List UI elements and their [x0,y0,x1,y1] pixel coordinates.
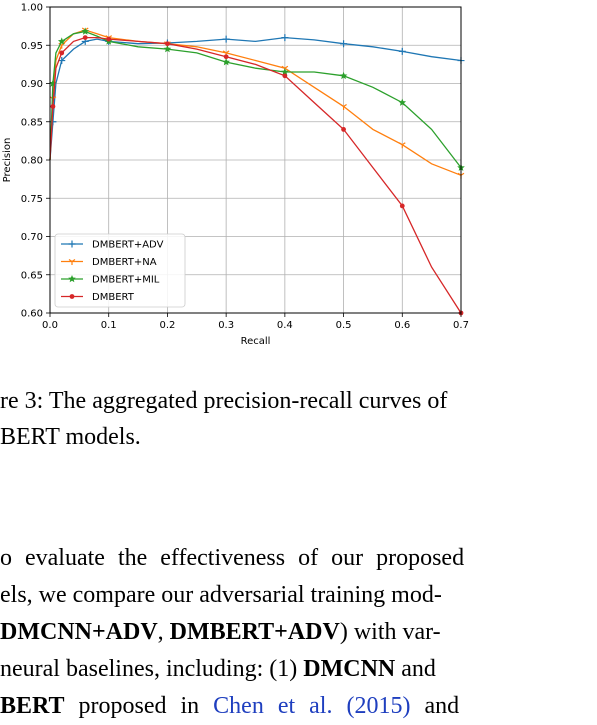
paragraph-line-1: o evaluate the effectiveness of our prop… [0,545,465,571]
model-name-dmcnn-adv: DMCNN+ADV [0,619,158,645]
paragraph-line-5: BERT proposed in Chen et al. (2015) and [0,688,459,725]
data-point [399,203,405,209]
data-point [49,118,57,126]
paragraph-line-4: neural baselines, including: (1) DMCNN a… [0,651,436,688]
data-point [81,27,90,35]
data-point [340,103,347,110]
legend-label: DMBERT+MIL [92,275,160,286]
text-fragment: and [395,656,436,682]
x-axis-label: Recall [241,336,271,347]
data-point [341,126,346,132]
caption-line-1: re 3: The aggregated precision-recall cu… [0,388,448,414]
data-point [106,36,112,42]
legend-marker [68,259,76,265]
data-point [163,45,172,53]
legend-marker [69,294,75,299]
series-line [49,36,462,161]
data-point [398,47,406,55]
data-point [398,98,407,106]
x-tick-label: 0.5 [336,320,352,331]
x-tick-label: 0.6 [394,320,410,331]
y-tick-label: 0.65 [21,270,43,281]
x-tick-label: 0.0 [42,320,58,331]
model-name-dmbert: BERT [0,693,65,719]
series-line [49,36,462,314]
text-fragment: ) with var- [339,619,441,645]
data-point [340,40,348,48]
data-point [57,37,66,45]
legend-item: DMBERT [61,292,135,303]
x-tick-label: 0.7 [453,320,469,331]
legend: DMBERT+ADV DMBERT+NA DMBERT+MIL DMBERT [54,233,186,308]
data-point [282,73,288,79]
ticks: 0.0 0.1 0.2 0.3 0.4 0.5 0.6 0.7 0.60 0.65 0.70 0.75… [21,3,469,332]
data-point [59,50,65,56]
data-point [398,142,406,149]
data-point [222,35,230,43]
data-point [50,104,56,109]
series-layer [49,27,465,316]
x-tick-label: 0.3 [218,320,234,331]
x-tick-label: 0.1 [101,320,117,331]
text-separator: , [157,619,170,645]
text-fragment: and [410,693,460,719]
y-axis-label: Precision [2,138,13,183]
y-tick-label: 1.00 [21,3,43,14]
data-point [281,34,289,42]
pr-curve-chart: 0.0 0.1 0.2 0.3 0.4 0.5 0.6 0.7 0.60 0.65 0.70 0.75… [2,3,469,348]
text-fragment: proposed in [64,693,214,719]
x-tick-label: 0.2 [159,320,175,331]
citation-link[interactable]: Chen et al. (2015) [213,693,411,719]
data-point [281,68,289,76]
pr-curve-figure: 0.0 0.1 0.2 0.3 0.4 0.5 0.6 0.7 0.60 0.65 0.70 0.75… [0,0,597,350]
legend-label: DMBERT [92,292,135,303]
x-tick-label: 0.4 [277,320,293,331]
legend-item: DMBERT+MIL [61,275,160,286]
data-point [165,41,170,47]
model-name-dmbert-adv: DMBERT+ADV [169,619,340,645]
legend-item: DMBERT+ADV [61,240,164,251]
data-point [339,71,348,80]
legend-label: DMBERT+NA [92,257,157,268]
text-fragment: neural baselines, including: (1) [0,656,304,682]
legend-marker [68,275,76,283]
paragraph-line-3: DMCNN+ADV, DMBERT+ADV) with var- [0,614,441,651]
caption-line-2: BERT models. [0,424,141,450]
data-point [222,58,230,66]
paragraph-line-2: els, we compare our adversarial training… [0,582,442,608]
y-tick-label: 0.80 [21,156,43,167]
legend-marker [68,240,76,248]
y-tick-label: 0.60 [21,309,43,320]
data-point [223,54,229,60]
y-tick-label: 0.95 [21,41,43,52]
series-dmbert [49,35,464,316]
y-tick-label: 0.90 [21,79,43,90]
y-tick-label: 0.70 [21,232,43,243]
y-tick-label: 0.85 [21,117,43,128]
legend-box [54,233,186,308]
legend-label: DMBERT+ADV [92,240,164,251]
legend-item: DMBERT+NA [61,257,157,268]
data-point [82,35,88,40]
y-tick-label: 0.75 [21,194,43,205]
model-name-dmcnn: DMCNN [303,656,396,682]
